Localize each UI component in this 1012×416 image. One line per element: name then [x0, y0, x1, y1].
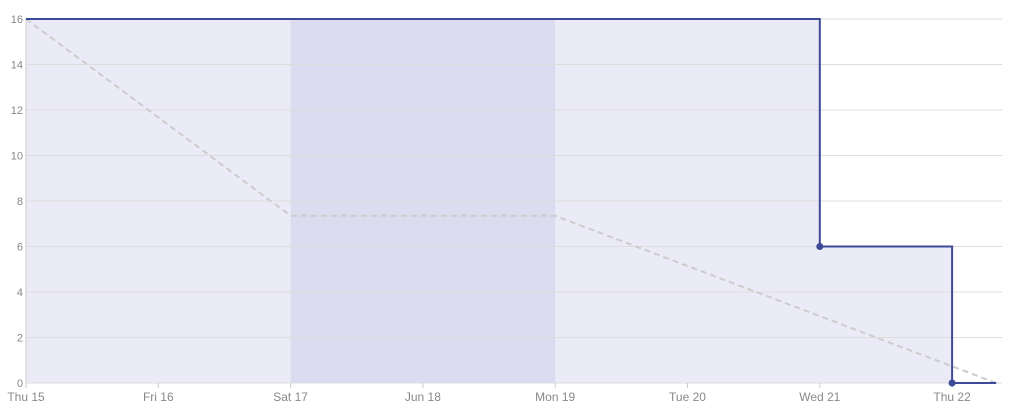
x-tick-label: Sat 17	[273, 390, 308, 404]
y-tick-label: 14	[11, 60, 23, 72]
y-tick-label: 2	[17, 333, 23, 345]
remaining-line	[26, 18, 997, 384]
data-point	[948, 379, 956, 387]
y-tick-label: 6	[17, 242, 23, 254]
x-tick-label: Wed 21	[799, 390, 840, 404]
y-tick-label: 12	[11, 105, 23, 117]
x-tick-label: Jun 18	[405, 390, 441, 404]
x-tick-label: Thu 22	[933, 390, 971, 404]
y-tick-label: 16	[11, 14, 23, 26]
y-tick-label: 10	[11, 151, 23, 163]
data-point	[816, 243, 824, 250]
y-tick-label: 0	[17, 378, 23, 390]
y-tick-label: 8	[17, 196, 23, 208]
ideal-line	[25, 18, 997, 384]
x-tick-label: Fri 16	[143, 390, 174, 404]
x-tick-label: Tue 20	[669, 390, 706, 404]
x-tick-label: Thu 15	[7, 390, 45, 404]
y-tick-label: 4	[17, 287, 23, 299]
x-tick-label: Mon 19	[535, 390, 575, 404]
